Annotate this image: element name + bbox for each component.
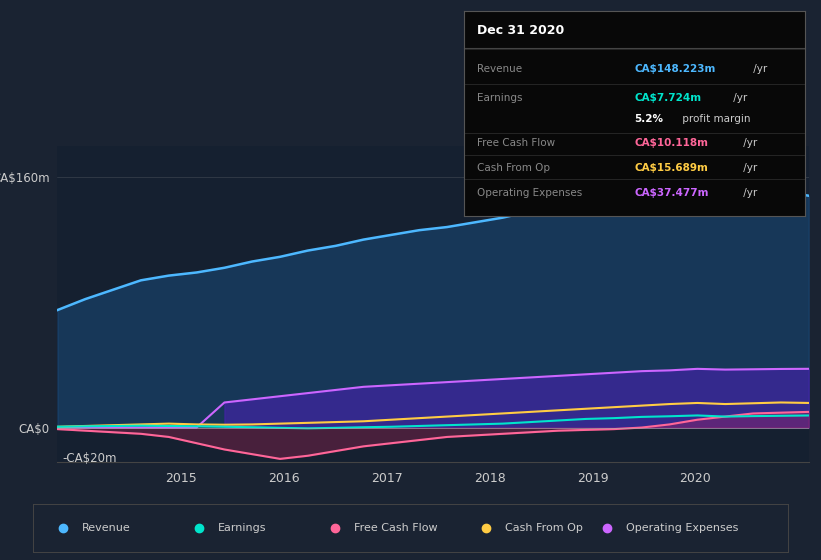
Text: CA$15.689m: CA$15.689m <box>635 162 708 172</box>
Text: Revenue: Revenue <box>478 64 523 74</box>
Text: CA$10.118m: CA$10.118m <box>635 138 709 148</box>
Text: Dec 31 2020: Dec 31 2020 <box>478 25 565 38</box>
Text: Free Cash Flow: Free Cash Flow <box>354 523 438 533</box>
Text: Operating Expenses: Operating Expenses <box>478 188 583 198</box>
Text: CA$7.724m: CA$7.724m <box>635 93 701 103</box>
Text: /yr: /yr <box>740 188 757 198</box>
Text: Earnings: Earnings <box>218 523 266 533</box>
Text: Cash From Op: Cash From Op <box>505 523 583 533</box>
Text: CA$37.477m: CA$37.477m <box>635 188 709 198</box>
Text: profit margin: profit margin <box>678 114 750 124</box>
Text: /yr: /yr <box>740 162 757 172</box>
Text: Cash From Op: Cash From Op <box>478 162 551 172</box>
Text: Revenue: Revenue <box>82 523 131 533</box>
Text: Operating Expenses: Operating Expenses <box>626 523 738 533</box>
Text: Earnings: Earnings <box>478 93 523 103</box>
Text: CA$148.223m: CA$148.223m <box>635 64 716 74</box>
Text: /yr: /yr <box>750 64 768 74</box>
Text: -CA$20m: -CA$20m <box>62 452 117 465</box>
Text: /yr: /yr <box>740 138 757 148</box>
Text: Free Cash Flow: Free Cash Flow <box>478 138 556 148</box>
Text: 5.2%: 5.2% <box>635 114 663 124</box>
Text: /yr: /yr <box>730 93 747 103</box>
